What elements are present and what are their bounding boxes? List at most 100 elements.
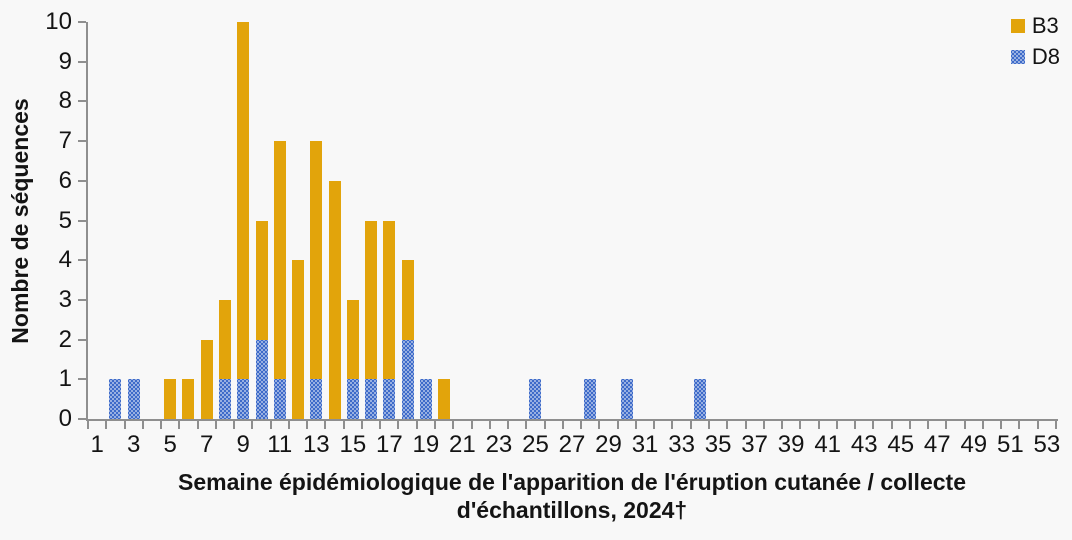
bar-d8-week-34 <box>693 379 706 419</box>
x-tick <box>981 421 984 429</box>
y-tick-label: 8 <box>58 87 72 115</box>
y-tick <box>78 100 86 103</box>
x-tick-label: 31 <box>631 431 659 458</box>
x-tick-label: 25 <box>522 431 549 458</box>
x-tick <box>872 421 875 429</box>
bar-d8-week-16 <box>365 379 378 419</box>
legend-label-b3: B3 <box>1031 13 1059 38</box>
x-tick <box>434 421 437 429</box>
x-tick <box>726 421 729 429</box>
bar-d8-week-9 <box>237 379 250 419</box>
x-tick <box>214 421 217 429</box>
x-tick-label: 45 <box>887 431 915 458</box>
x-tick <box>543 421 546 429</box>
bar-d8-week-18 <box>401 339 414 419</box>
x-tick <box>908 421 911 429</box>
bar-b3-week-6 <box>182 379 195 419</box>
bar-d8-week-10 <box>255 339 268 419</box>
legend-item-b3: B3 <box>1010 13 1060 38</box>
x-tick <box>1036 421 1039 429</box>
y-tick <box>78 21 86 23</box>
bar-d8-week-19 <box>419 379 432 419</box>
bar-b3-week-15 <box>346 299 359 380</box>
x-tick-label: 33 <box>668 431 695 458</box>
x-tick <box>324 421 327 429</box>
x-tick <box>123 421 126 429</box>
x-tick-label: 1 <box>90 431 104 458</box>
x-tick <box>488 421 491 429</box>
x-tick <box>105 421 108 429</box>
bar-b3-week-7 <box>200 339 213 419</box>
y-tick <box>78 418 86 420</box>
x-tick <box>707 421 710 429</box>
x-tick <box>689 421 692 429</box>
x-tick-label: 15 <box>339 431 367 458</box>
bar-d8-week-28 <box>584 379 597 419</box>
legend-label-d8: D8 <box>1031 44 1060 69</box>
legend-swatch-d8 <box>1010 50 1025 64</box>
x-tick <box>762 421 765 429</box>
x-tick-label: 7 <box>200 431 214 458</box>
x-tick-label: 27 <box>558 431 586 458</box>
bar-b3-week-9 <box>237 22 250 380</box>
x-tick <box>653 421 656 429</box>
y-tick <box>78 140 86 143</box>
x-tick-label: 5 <box>163 431 177 458</box>
bar-b3-week-10 <box>255 220 268 340</box>
x-tick <box>561 421 564 429</box>
x-tick <box>1055 421 1057 429</box>
x-tick <box>306 421 309 429</box>
x-tick <box>178 421 181 429</box>
x-tick-label: 53 <box>1033 431 1061 458</box>
bar-b3-week-12 <box>292 260 305 419</box>
x-tick-label: 9 <box>236 431 250 458</box>
x-tick <box>251 421 254 429</box>
x-tick-label: 43 <box>850 431 878 458</box>
x-tick <box>196 421 199 429</box>
x-tick <box>580 421 583 429</box>
x-tick-label: 11 <box>267 431 293 458</box>
x-axis-title: Semaine épidémiologique de l'apparition … <box>178 469 966 523</box>
y-tick-label: 0 <box>58 405 72 432</box>
y-tick <box>78 378 86 381</box>
x-tick <box>507 421 510 429</box>
x-tick-label: 41 <box>814 431 842 458</box>
legend-swatch-b3 <box>1010 19 1025 33</box>
x-tick <box>945 421 948 429</box>
x-tick <box>1018 421 1021 429</box>
bar-d8-week-3 <box>127 379 140 419</box>
y-tick-label: 2 <box>58 325 72 353</box>
x-tick <box>963 421 966 429</box>
bar-b3-week-20 <box>438 379 451 419</box>
bar-d8-week-8 <box>218 379 231 419</box>
x-tick <box>87 421 89 429</box>
x-tick-label: 47 <box>923 431 951 458</box>
x-tick <box>835 421 838 429</box>
x-tick <box>360 421 363 429</box>
y-tick-label: 9 <box>58 47 72 75</box>
y-tick-label: 3 <box>58 285 72 313</box>
bar-b3-week-8 <box>218 299 231 380</box>
x-tick <box>269 421 272 429</box>
x-tick <box>616 421 619 429</box>
y-tick-label: 1 <box>58 365 72 393</box>
x-tick <box>470 421 473 429</box>
x-tick <box>927 421 930 429</box>
y-tick <box>78 60 86 63</box>
y-tick <box>78 259 86 262</box>
x-tick <box>141 421 144 429</box>
x-tick-label: 19 <box>412 431 440 458</box>
x-tick <box>397 421 400 429</box>
y-tick <box>78 179 86 182</box>
y-tick-label: 10 <box>45 8 72 35</box>
bar-d8-week-17 <box>383 379 396 419</box>
x-tick-label: 37 <box>741 431 768 458</box>
bar-d8-week-25 <box>529 379 542 419</box>
y-axis-line <box>86 22 88 421</box>
x-tick-label: 17 <box>375 431 403 458</box>
y-tick-label: 5 <box>58 206 72 234</box>
y-tick <box>78 338 86 341</box>
x-tick <box>1000 421 1003 429</box>
x-tick <box>160 421 163 429</box>
